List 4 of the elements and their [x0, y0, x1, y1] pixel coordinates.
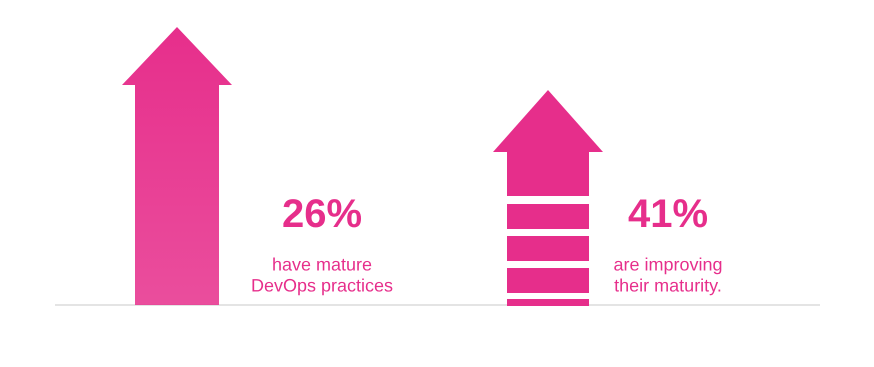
data-label: 26% — [282, 192, 362, 236]
data-label: 41% — [628, 192, 708, 236]
category-label: are improving their maturity. — [613, 254, 723, 296]
category-label: have mature DevOps practices — [250, 254, 394, 296]
